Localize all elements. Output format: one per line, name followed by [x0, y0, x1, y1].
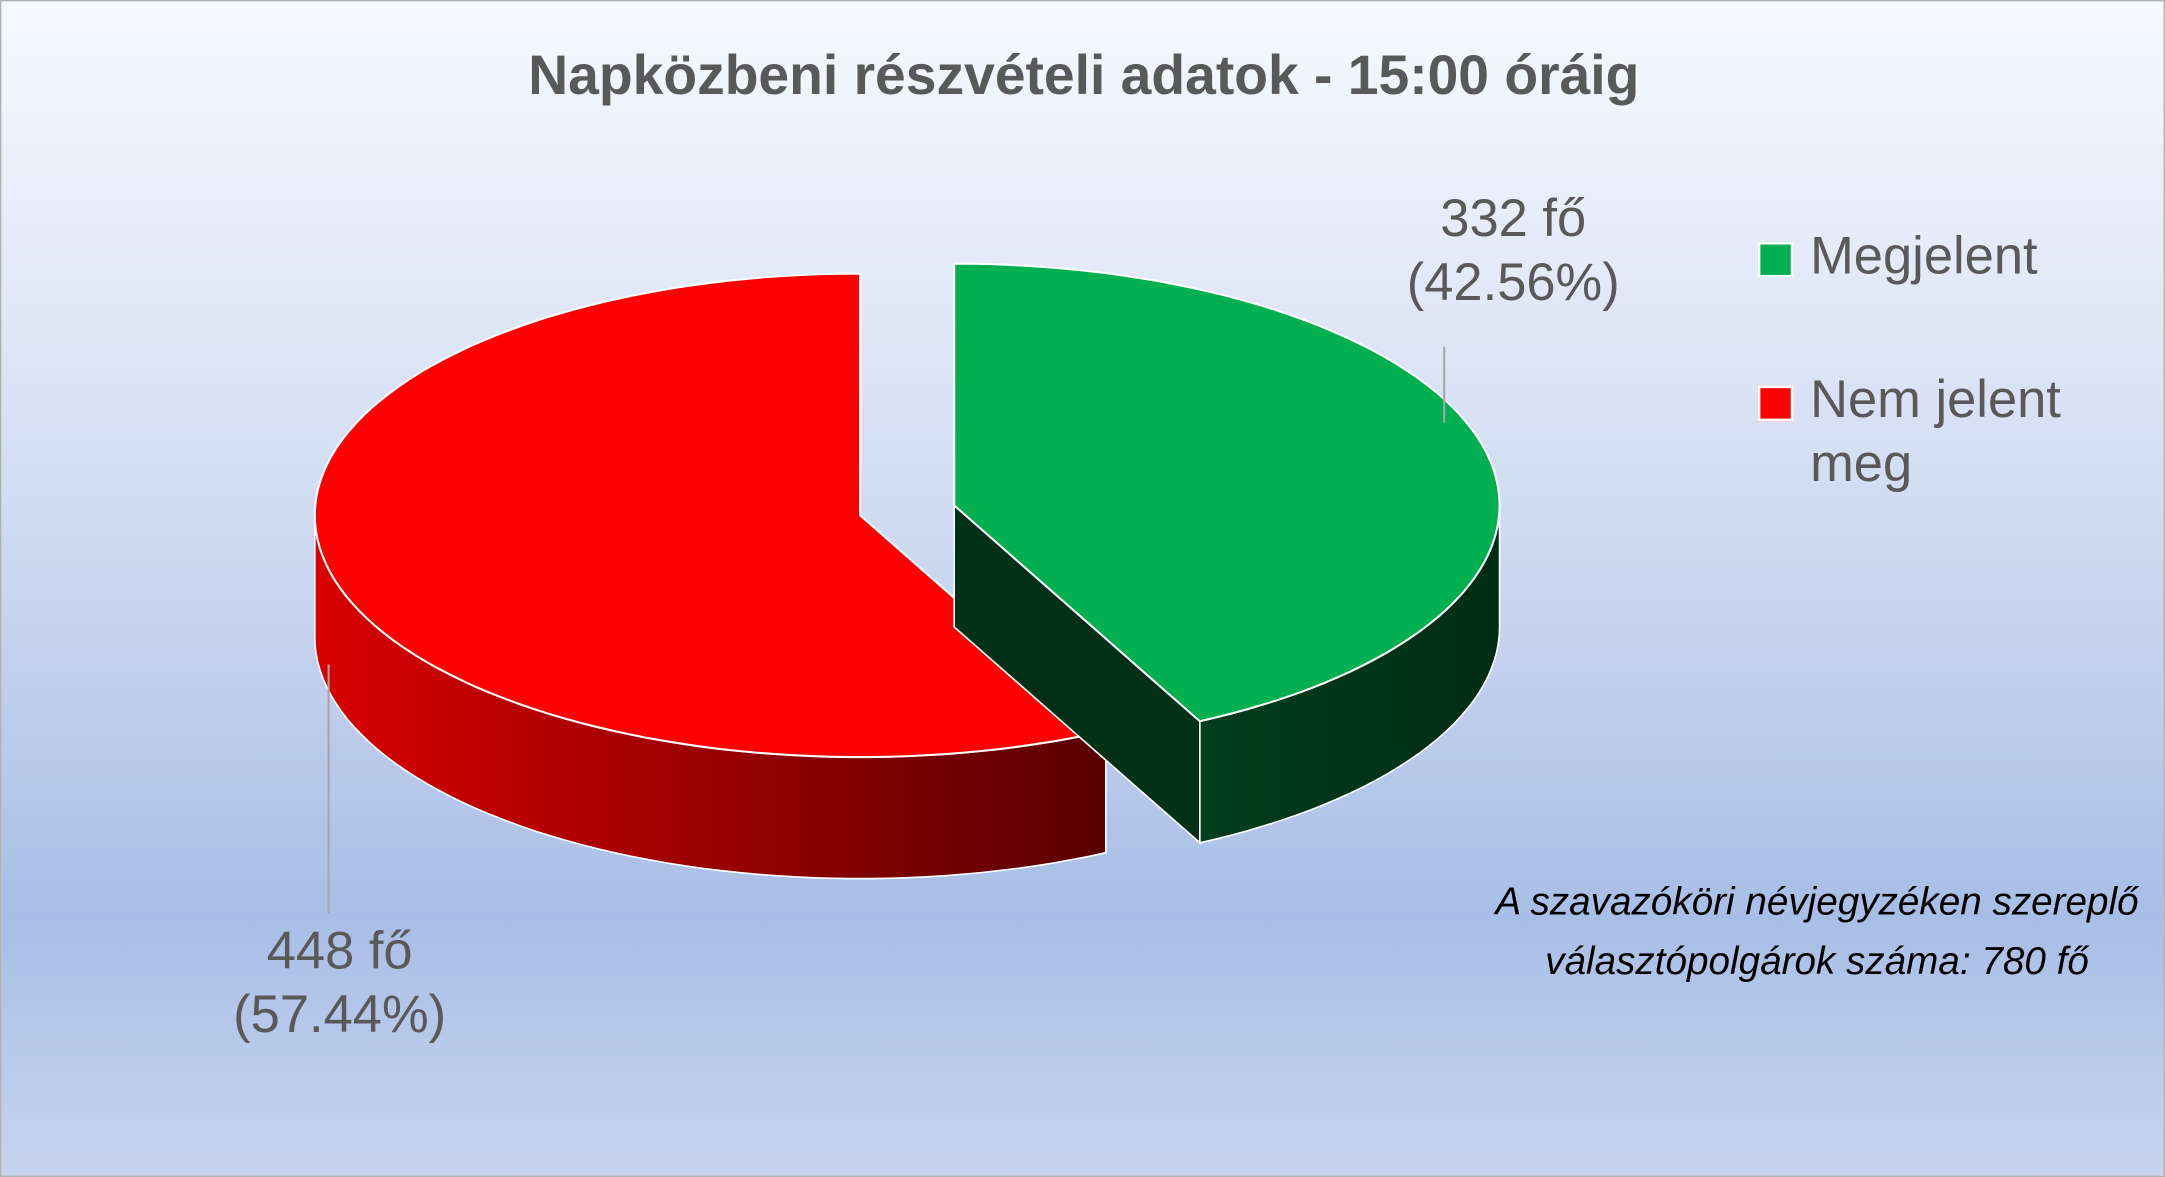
legend-label: Nem jelent meg — [1810, 371, 2061, 494]
legend-label: Megjelent — [1810, 227, 2038, 286]
legend-swatch — [1757, 385, 1794, 422]
legend-item: Megjelent — [1757, 225, 2128, 289]
data-label: 448 fő (57.44%) — [233, 922, 447, 1045]
slice — [313, 272, 1109, 759]
legend-swatch — [1757, 241, 1794, 278]
data-label: 332 fő (42.56%) — [1406, 190, 1620, 313]
chart-title: Napközbeni részvételi adatok - 15:00 órá… — [528, 45, 1640, 107]
annotation: A szavazóköri névjegyzéken szereplő vála… — [1495, 880, 2139, 983]
slice — [953, 262, 1501, 723]
legend-item: Nem jelent meg — [1757, 369, 2128, 496]
